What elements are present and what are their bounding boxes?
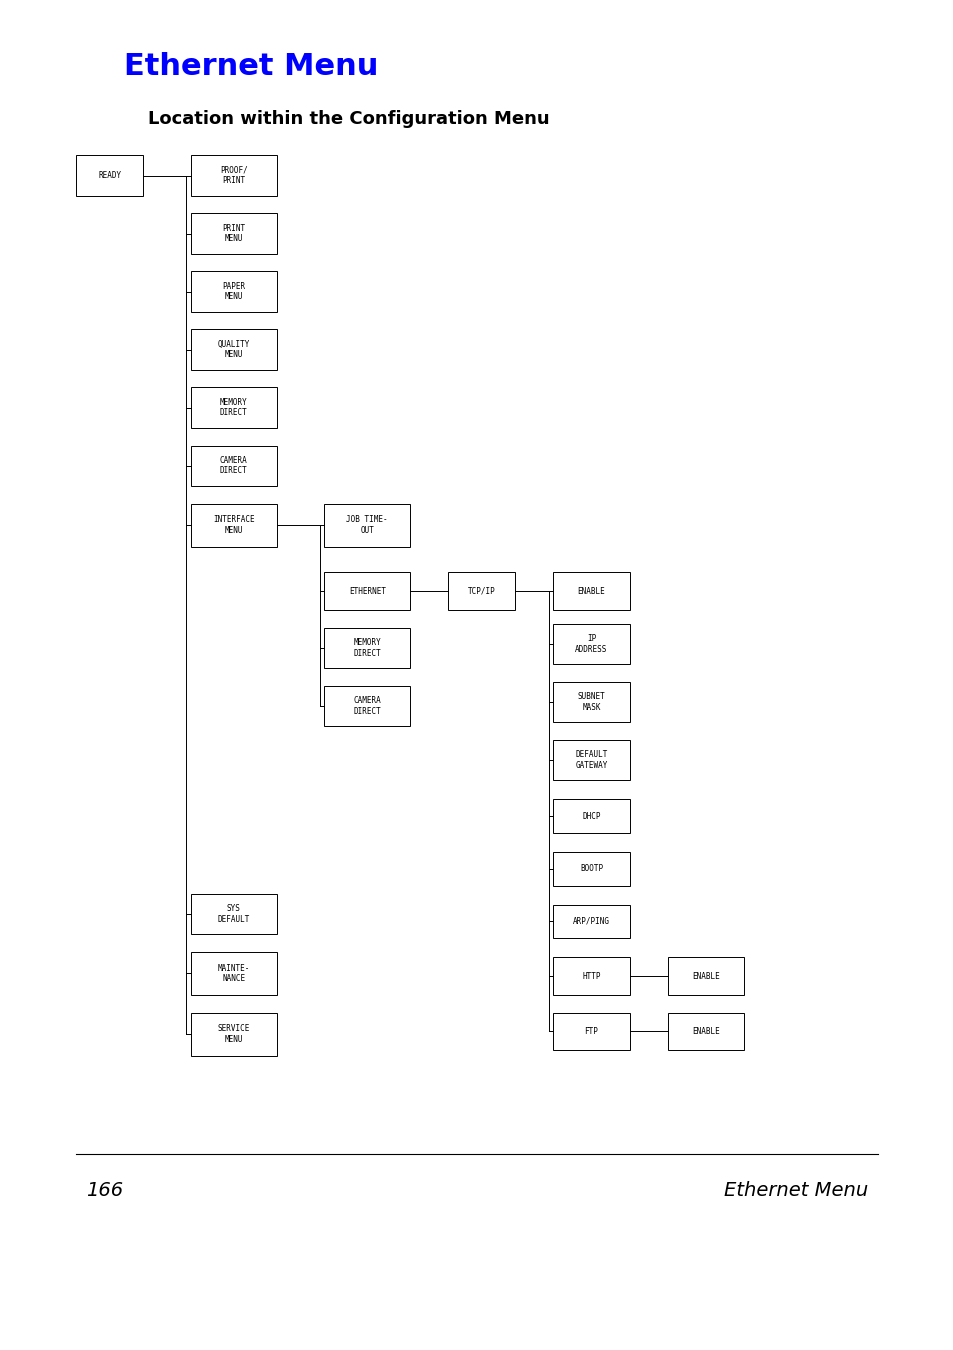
FancyBboxPatch shape — [191, 387, 276, 428]
Text: READY: READY — [98, 171, 121, 180]
FancyBboxPatch shape — [76, 155, 143, 196]
Text: CAMERA
DIRECT: CAMERA DIRECT — [353, 697, 381, 716]
Text: SERVICE
MENU: SERVICE MENU — [217, 1025, 250, 1044]
Text: TCP/IP: TCP/IP — [467, 587, 496, 595]
Text: CAMERA
DIRECT: CAMERA DIRECT — [219, 456, 248, 475]
Text: PROOF/
PRINT: PROOF/ PRINT — [219, 166, 248, 185]
Text: Location within the Configuration Menu: Location within the Configuration Menu — [148, 111, 549, 128]
FancyBboxPatch shape — [667, 957, 743, 995]
FancyBboxPatch shape — [324, 686, 410, 726]
Text: JOB TIME-
OUT: JOB TIME- OUT — [346, 516, 388, 535]
Text: MAINTE-
NANCE: MAINTE- NANCE — [217, 964, 250, 983]
FancyBboxPatch shape — [191, 271, 276, 312]
FancyBboxPatch shape — [191, 213, 276, 254]
Text: HTTP: HTTP — [581, 972, 600, 980]
Text: ARP/PING: ARP/PING — [573, 917, 609, 926]
FancyBboxPatch shape — [553, 904, 629, 938]
Text: PRINT
MENU: PRINT MENU — [222, 224, 245, 243]
FancyBboxPatch shape — [553, 682, 629, 722]
Text: MEMORY
DIRECT: MEMORY DIRECT — [353, 639, 381, 657]
Text: ETHERNET: ETHERNET — [349, 587, 385, 595]
FancyBboxPatch shape — [191, 504, 276, 547]
FancyBboxPatch shape — [324, 572, 410, 610]
Text: FTP: FTP — [584, 1027, 598, 1035]
FancyBboxPatch shape — [553, 624, 629, 664]
Text: ENABLE: ENABLE — [691, 972, 720, 980]
FancyBboxPatch shape — [191, 952, 276, 995]
Text: QUALITY
MENU: QUALITY MENU — [217, 340, 250, 359]
Text: DEFAULT
GATEWAY: DEFAULT GATEWAY — [575, 751, 607, 769]
Text: ENABLE: ENABLE — [577, 587, 605, 595]
Text: SUBNET
MASK: SUBNET MASK — [577, 693, 605, 711]
Text: ENABLE: ENABLE — [691, 1027, 720, 1035]
Text: INTERFACE
MENU: INTERFACE MENU — [213, 516, 254, 535]
FancyBboxPatch shape — [324, 628, 410, 668]
FancyBboxPatch shape — [553, 572, 629, 610]
FancyBboxPatch shape — [191, 155, 276, 196]
Text: PAPER
MENU: PAPER MENU — [222, 282, 245, 301]
FancyBboxPatch shape — [553, 740, 629, 780]
Text: Ethernet Menu: Ethernet Menu — [124, 53, 378, 81]
FancyBboxPatch shape — [667, 1012, 743, 1050]
Text: BOOTP: BOOTP — [579, 864, 602, 873]
Text: Ethernet Menu: Ethernet Menu — [723, 1181, 867, 1200]
FancyBboxPatch shape — [553, 852, 629, 886]
FancyBboxPatch shape — [448, 572, 515, 610]
FancyBboxPatch shape — [191, 894, 276, 934]
Text: MEMORY
DIRECT: MEMORY DIRECT — [219, 398, 248, 417]
FancyBboxPatch shape — [191, 446, 276, 486]
FancyBboxPatch shape — [191, 329, 276, 370]
Text: IP
ADDRESS: IP ADDRESS — [575, 634, 607, 653]
Text: DHCP: DHCP — [581, 811, 600, 821]
FancyBboxPatch shape — [553, 799, 629, 833]
FancyBboxPatch shape — [553, 957, 629, 995]
FancyBboxPatch shape — [191, 1012, 276, 1056]
FancyBboxPatch shape — [553, 1012, 629, 1050]
Text: 166: 166 — [86, 1181, 123, 1200]
FancyBboxPatch shape — [324, 504, 410, 547]
Text: SYS
DEFAULT: SYS DEFAULT — [217, 904, 250, 923]
